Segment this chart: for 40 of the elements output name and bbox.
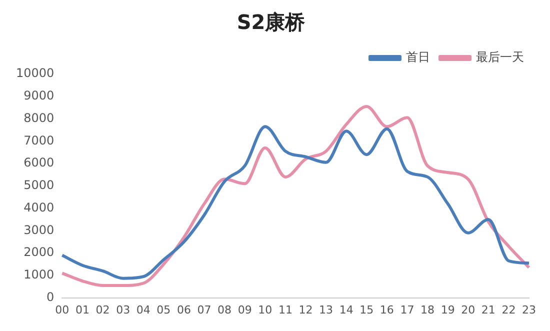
legend-label: 最后一天 — [476, 50, 524, 64]
x-tick-label: 08 — [218, 303, 232, 316]
x-tick-label: 01 — [75, 303, 90, 316]
y-tick-label: 2000 — [24, 245, 54, 260]
y-tick-label: 7000 — [24, 133, 54, 148]
x-tick-label: 10 — [258, 303, 272, 316]
line-series — [60, 104, 530, 287]
legend-label: 首日 — [406, 50, 430, 64]
x-tick-label: 23 — [522, 303, 536, 316]
x-tick-label: 00 — [55, 303, 70, 316]
chart-title: S2康桥 — [236, 10, 306, 34]
y-tick-label: 9000 — [24, 88, 54, 103]
x-tick-label: 13 — [319, 303, 334, 316]
y-tick-label: 4000 — [24, 200, 54, 214]
y-tick-label: 5000 — [24, 178, 54, 192]
x-tick-label: 04 — [136, 303, 150, 316]
x-tick-label: 02 — [96, 303, 110, 316]
y-tick-label: 6000 — [24, 156, 54, 170]
x-tick-label: 06 — [176, 303, 191, 316]
y-tick-label: 1000 — [24, 268, 54, 282]
x-tick-label: 17 — [400, 303, 414, 316]
x-tick-label: 11 — [278, 303, 292, 316]
x-tick-label: 16 — [380, 303, 394, 316]
x-tick-label: 21 — [481, 303, 496, 316]
y-tick-label: 0 — [46, 290, 54, 304]
y-tick-label: 3000 — [24, 222, 54, 237]
x-tick-label: 15 — [360, 303, 374, 316]
x-tick-label: 14 — [339, 303, 354, 316]
x-tick-label: 05 — [156, 303, 171, 316]
x-tick-label: 19 — [440, 303, 455, 316]
x-tick-label: 07 — [197, 303, 212, 316]
x-tick-label: 03 — [116, 303, 130, 316]
y-tick-label: 10000 — [16, 66, 54, 80]
x-tick-label: 09 — [238, 303, 252, 316]
y-tick-label: 8000 — [24, 110, 54, 125]
x-tick-label: 18 — [420, 303, 435, 316]
line-series — [60, 125, 530, 280]
x-tick-label: 12 — [298, 303, 313, 316]
x-tick-label: 20 — [461, 303, 476, 316]
x-tick-label: 22 — [502, 303, 516, 316]
